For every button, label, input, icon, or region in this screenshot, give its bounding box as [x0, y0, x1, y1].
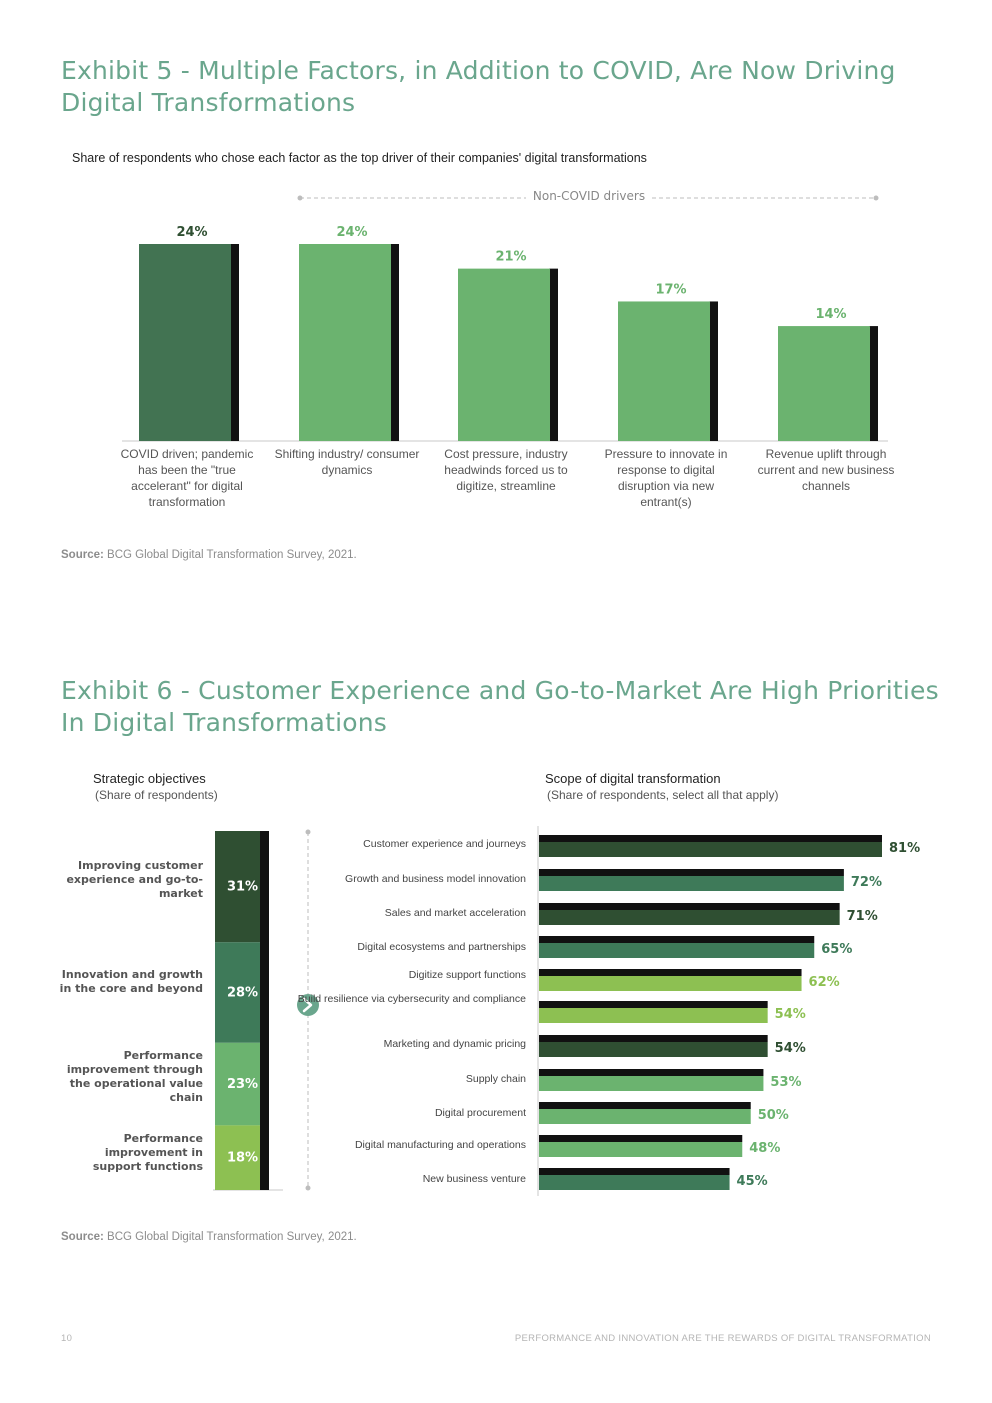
page-number: 10 — [61, 1333, 73, 1344]
hbar — [539, 943, 815, 958]
bar-shadow — [390, 244, 399, 441]
hbar-value-label: 50% — [758, 1108, 789, 1123]
exhibit6-title: Exhibit 6 - Customer Experience and Go-t… — [61, 676, 939, 737]
scope-category-label: Customer experience and journeys — [363, 838, 526, 850]
category-label: Pressure to innovate in response to digi… — [604, 447, 728, 509]
hbar-shadow — [539, 969, 802, 976]
hbar-value-label: 54% — [775, 1041, 806, 1056]
category-label: Shifting industry/ consumer dynamics — [274, 447, 420, 477]
bar — [618, 301, 710, 441]
bar-value-label: 24% — [336, 225, 367, 240]
hbar-value-label: 48% — [749, 1141, 780, 1156]
hbar-shadow — [539, 1135, 743, 1142]
hbar — [539, 1042, 768, 1057]
bar — [139, 244, 231, 441]
hbar-value-label: 72% — [851, 875, 882, 890]
exhibit6-source: Source: BCG Global Digital Transformatio… — [61, 1231, 357, 1243]
bar — [299, 244, 391, 441]
scope-category-label: New business venture — [422, 1173, 526, 1185]
hbar-shadow — [539, 835, 882, 842]
bracket-dot-left — [297, 195, 303, 201]
scope-category-label: Marketing and dynamic pricing — [383, 1038, 526, 1050]
bar-shadow — [709, 301, 718, 441]
scope-category-label: Growth and business model innovation — [345, 873, 526, 885]
category-label: Revenue uplift through current and new b… — [757, 447, 895, 493]
strategic-objectives-subtitle: (Share of respondents) — [95, 788, 218, 802]
hbar-value-label: 45% — [737, 1174, 768, 1189]
stack-shadow — [260, 831, 269, 1190]
connector-dot-top — [305, 829, 311, 835]
strategic-objective-label: Performance improvement in support funct… — [92, 1132, 203, 1173]
bar-value-label: 24% — [176, 225, 207, 240]
hbar-value-label: 54% — [775, 1007, 806, 1022]
stack-segment — [215, 942, 260, 1043]
scope-category-label: Digital manufacturing and operations — [354, 1139, 526, 1151]
strategic-objective-label: Performance improvement through the oper… — [66, 1049, 203, 1104]
hbar — [539, 1109, 751, 1124]
stack-segment — [215, 831, 260, 943]
connector-dot-bottom — [305, 1185, 311, 1191]
category-label: COVID driven; pandemic has been the "tru… — [120, 447, 254, 509]
exhibit5-title: Exhibit 5 - Multiple Factors, in Additio… — [61, 56, 896, 117]
hbar-shadow — [539, 1168, 730, 1175]
bar-value-label: 14% — [815, 307, 846, 322]
bar — [458, 268, 550, 441]
scope-subtitle: (Share of respondents, select all that a… — [547, 788, 779, 802]
stack-value-label: 23% — [227, 1077, 258, 1092]
hbar-value-label: 81% — [889, 841, 920, 856]
bar-shadow — [869, 326, 878, 441]
scope-category-label: Digitize support functions — [408, 969, 526, 981]
bar — [778, 326, 870, 441]
hbar-shadow — [539, 903, 840, 910]
running-title: PERFORMANCE AND INNOVATION ARE THE REWAR… — [514, 1333, 931, 1344]
stack-value-label: 31% — [227, 880, 258, 895]
bar-shadow — [230, 244, 239, 441]
hbar-value-label: 62% — [809, 975, 840, 990]
strategic-objective-label: Improving customer experience and go-to-… — [66, 859, 203, 900]
bar-value-label: 21% — [495, 250, 526, 265]
stack-value-label: 18% — [227, 1151, 258, 1166]
scope-category-label: Digital ecosystems and partnerships — [357, 941, 526, 953]
hbar — [539, 1175, 730, 1190]
scope-title: Scope of digital transformation — [545, 771, 721, 786]
scope-category-label: Supply chain — [465, 1073, 526, 1085]
hbar-shadow — [539, 1001, 768, 1008]
hbar-shadow — [539, 1102, 751, 1109]
hbar-value-label: 65% — [821, 942, 852, 957]
bar-shadow — [549, 268, 558, 441]
exhibit6-charts: 31% 28% 23% 18% 81% 72% 71% 65% 62% 54% 54% 53% 50%… — [213, 826, 920, 1196]
stack-segment — [215, 1125, 260, 1190]
hbar — [539, 842, 882, 857]
exhibit5-source: Source: BCG Global Digital Transformatio… — [61, 549, 357, 561]
hbar-shadow — [539, 936, 815, 943]
hbar — [539, 1076, 764, 1091]
stack-segment — [215, 1042, 260, 1126]
hbar-shadow — [539, 1069, 764, 1076]
strategic-objective-label: Innovation and growth in the core and be… — [59, 968, 203, 995]
category-label: Cost pressure, industry headwinds forced… — [444, 447, 568, 493]
hbar-shadow — [539, 869, 844, 876]
hbar — [539, 1142, 743, 1157]
scope-category-label: Build resilience via cybersecurity and c… — [297, 993, 526, 1005]
hbar-value-label: 71% — [847, 909, 878, 924]
exhibit5-subtitle: Share of respondents who chose each fact… — [72, 151, 647, 165]
non-covid-bracket: Non-COVID drivers — [297, 189, 879, 203]
bar-value-label: 17% — [655, 282, 686, 297]
hbar-shadow — [539, 1035, 768, 1042]
hbar — [539, 876, 844, 891]
bracket-label: Non-COVID drivers — [533, 189, 645, 203]
bracket-dot-right — [873, 195, 879, 201]
chevron-right-icon — [297, 994, 319, 1016]
strategic-objectives-title: Strategic objectives — [93, 771, 206, 786]
stack-value-label: 28% — [227, 986, 258, 1001]
exhibit5-bar-chart: Non-COVID drivers 24% 24% 21% 17% 14% — [122, 189, 888, 442]
hbar — [539, 1008, 768, 1023]
hbar — [539, 910, 840, 925]
hbar — [539, 976, 802, 991]
scope-category-label: Digital procurement — [434, 1107, 526, 1119]
scope-category-label: Sales and market acceleration — [384, 907, 526, 919]
hbar-value-label: 53% — [770, 1075, 801, 1090]
